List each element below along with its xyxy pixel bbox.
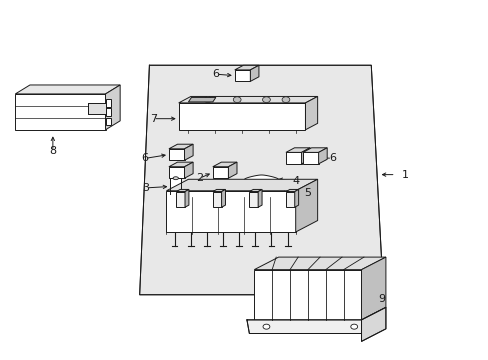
Circle shape xyxy=(233,97,241,103)
Polygon shape xyxy=(285,189,298,192)
Polygon shape xyxy=(254,270,361,320)
Polygon shape xyxy=(234,65,259,70)
Text: 6: 6 xyxy=(328,153,335,163)
Polygon shape xyxy=(228,162,237,178)
Polygon shape xyxy=(303,148,326,152)
Polygon shape xyxy=(249,189,262,192)
Circle shape xyxy=(262,97,270,103)
Text: 9: 9 xyxy=(378,294,385,304)
Polygon shape xyxy=(249,192,258,207)
Polygon shape xyxy=(285,192,294,207)
Polygon shape xyxy=(284,183,298,185)
Polygon shape xyxy=(294,189,298,207)
Polygon shape xyxy=(305,96,317,130)
Circle shape xyxy=(203,97,211,103)
Text: 6: 6 xyxy=(141,153,148,163)
Polygon shape xyxy=(176,192,184,207)
Polygon shape xyxy=(250,65,259,81)
Polygon shape xyxy=(295,183,298,202)
Text: 3: 3 xyxy=(142,183,149,193)
Text: 6: 6 xyxy=(212,69,219,79)
Polygon shape xyxy=(285,148,309,152)
Ellipse shape xyxy=(173,177,178,180)
Polygon shape xyxy=(184,162,193,178)
Text: 1: 1 xyxy=(401,170,407,180)
Polygon shape xyxy=(361,257,385,320)
Text: 8: 8 xyxy=(49,146,56,156)
Polygon shape xyxy=(178,103,305,130)
Polygon shape xyxy=(15,94,105,130)
Polygon shape xyxy=(176,189,188,192)
Polygon shape xyxy=(244,175,279,185)
Polygon shape xyxy=(105,85,120,130)
Polygon shape xyxy=(254,257,385,270)
Polygon shape xyxy=(140,65,383,295)
Polygon shape xyxy=(285,152,301,164)
Polygon shape xyxy=(212,189,225,192)
Polygon shape xyxy=(184,144,193,160)
Text: 5: 5 xyxy=(304,188,311,198)
Polygon shape xyxy=(284,185,295,202)
Circle shape xyxy=(282,97,289,103)
Polygon shape xyxy=(212,162,237,167)
Polygon shape xyxy=(168,162,193,167)
Polygon shape xyxy=(166,191,295,232)
Polygon shape xyxy=(295,179,317,232)
Polygon shape xyxy=(188,98,215,102)
Circle shape xyxy=(350,324,357,329)
Polygon shape xyxy=(168,149,184,160)
Text: 2: 2 xyxy=(196,173,203,183)
Polygon shape xyxy=(184,189,188,207)
Polygon shape xyxy=(166,179,317,191)
Polygon shape xyxy=(168,144,193,149)
Polygon shape xyxy=(15,85,120,94)
Text: 7: 7 xyxy=(149,114,157,124)
Polygon shape xyxy=(303,152,318,164)
Polygon shape xyxy=(212,192,221,207)
Polygon shape xyxy=(105,108,111,116)
Polygon shape xyxy=(221,189,225,207)
Polygon shape xyxy=(212,167,228,178)
Polygon shape xyxy=(318,148,326,164)
Polygon shape xyxy=(258,189,262,207)
Text: 4: 4 xyxy=(291,176,299,186)
Polygon shape xyxy=(170,178,181,194)
Polygon shape xyxy=(178,96,317,103)
Polygon shape xyxy=(105,99,111,107)
Polygon shape xyxy=(234,70,250,81)
Polygon shape xyxy=(168,167,184,178)
Ellipse shape xyxy=(173,193,178,196)
Circle shape xyxy=(263,324,269,329)
Polygon shape xyxy=(361,307,385,341)
Polygon shape xyxy=(105,118,111,126)
Polygon shape xyxy=(88,103,105,114)
Polygon shape xyxy=(301,148,309,164)
Polygon shape xyxy=(246,320,375,333)
